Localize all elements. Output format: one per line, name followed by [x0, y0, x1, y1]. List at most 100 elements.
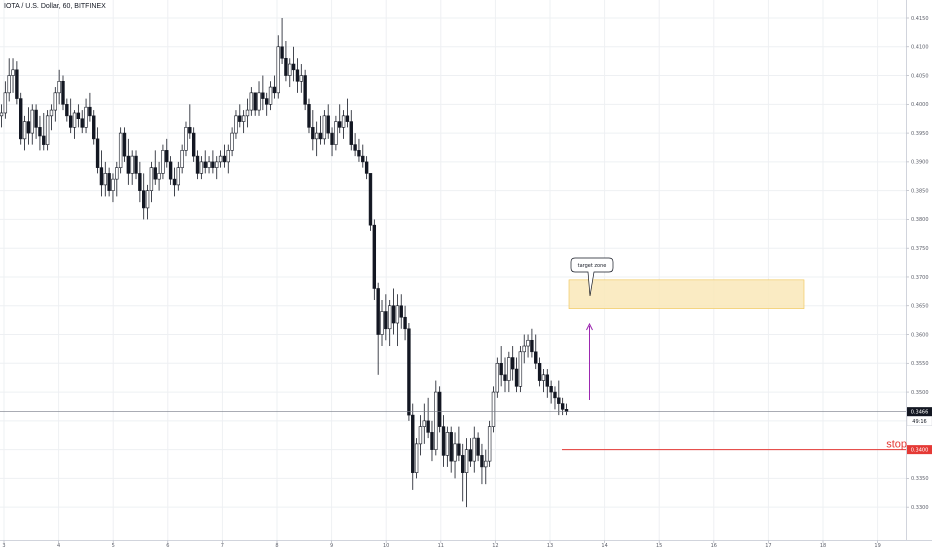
candle-body: [15, 69, 19, 99]
target-zone-callout: target zone: [570, 257, 614, 297]
candle-body: [118, 132, 123, 168]
candle-body: [399, 305, 403, 318]
candle-body: [495, 362, 500, 393]
candle-body: [241, 115, 246, 122]
candle-body: [226, 150, 230, 163]
candle-body: [168, 161, 173, 180]
last-price-label: 0.3466: [911, 409, 929, 415]
candle-body: [380, 311, 384, 335]
candle-body: [453, 443, 457, 462]
price-tick-label: 0.3800: [911, 217, 929, 223]
candle-body: [464, 449, 469, 473]
price-tick-label: 0.3900: [911, 160, 929, 166]
candle-body: [249, 92, 254, 111]
candle-body: [245, 109, 250, 117]
stop-price-tag: [907, 445, 932, 455]
time-tick-label: 13: [547, 543, 553, 549]
candle-body: [311, 127, 315, 140]
candle-body: [514, 368, 519, 387]
candle-body: [172, 178, 177, 186]
candle-body: [188, 127, 192, 134]
candle-body: [299, 75, 303, 82]
time-axis[interactable]: 3 4 5 6 7 8 9 10 11 12 13 14 15 16 17 18 19: [2, 540, 881, 550]
candle-body: [261, 92, 265, 99]
stop-price-label: 0.3400: [911, 447, 929, 453]
candle-body: [426, 420, 430, 433]
time-tick-label: 17: [765, 543, 771, 549]
candle-body: [265, 98, 269, 105]
candle-body: [537, 362, 542, 381]
candle-body: [276, 46, 280, 94]
candle-body: [534, 351, 538, 364]
last-price-tag: [907, 407, 932, 417]
candle-body: [560, 403, 565, 410]
price-axis-background: [906, 0, 932, 550]
candle-body: [522, 345, 526, 353]
time-tick-label: 8: [275, 543, 278, 549]
time-tick-label: 18: [820, 543, 826, 549]
candle-body: [238, 115, 242, 122]
price-tick-label: 0.3700: [911, 275, 929, 281]
price-tick-label: 0.3850: [911, 188, 929, 194]
candle-body: [26, 121, 31, 134]
stop-label: stop: [886, 439, 907, 451]
candle-body: [549, 386, 553, 393]
candle-body: [107, 173, 111, 191]
time-tick-label: 11: [438, 543, 444, 549]
price-tick-label: 0.3650: [911, 304, 929, 310]
candle-body: [545, 374, 549, 387]
projection-arrow-head: [586, 322, 593, 331]
candle-body: [272, 86, 277, 94]
candle-body: [65, 104, 69, 117]
candle-body: [57, 81, 61, 94]
drawings: target zone 0.3466 49:16 stop 0.3400: [0, 257, 932, 455]
candle-body: [45, 115, 50, 145]
candle-body: [215, 161, 219, 168]
candle-body: [526, 339, 530, 347]
price-tick-label: 0.3300: [911, 505, 929, 511]
candle-body: [314, 132, 319, 140]
candle-body: [222, 155, 227, 163]
candle-body: [487, 426, 492, 462]
candle-body: [564, 409, 569, 412]
candle-body: [445, 432, 450, 456]
candle-body: [407, 328, 411, 416]
time-tick-label: 5: [112, 543, 115, 549]
candle-body: [191, 132, 196, 157]
candle-body: [203, 161, 207, 168]
candle-body: [349, 121, 353, 145]
candle-body: [257, 92, 261, 111]
candle-body: [145, 190, 150, 209]
candle-body: [95, 138, 100, 168]
candle-body: [345, 115, 350, 122]
candle-body: [361, 155, 365, 163]
candle-body: [211, 161, 215, 168]
candle-body: [484, 460, 488, 468]
time-tick-label: 16: [711, 543, 717, 549]
candle-body: [391, 305, 396, 324]
time-tick-label: 4: [57, 543, 60, 549]
countdown-tag: [906, 416, 932, 426]
candle-body: [165, 150, 169, 163]
candle-body: [11, 69, 15, 76]
candle-body: [449, 432, 453, 462]
candle-body: [384, 311, 388, 330]
candle-body: [303, 75, 307, 105]
candle-body: [72, 112, 77, 128]
price-tick-label: 0.3550: [911, 361, 929, 367]
price-tick-label: 0.4100: [911, 45, 929, 51]
candle-body: [115, 167, 119, 180]
candle-body: [395, 305, 400, 324]
price-tick-label: 0.3950: [911, 131, 929, 137]
candles: [0, 18, 569, 508]
candle-body: [403, 316, 407, 330]
candle-body: [268, 86, 273, 105]
candle-body: [441, 426, 446, 456]
candle-body: [414, 443, 419, 473]
candle-body: [461, 455, 465, 473]
candle-body: [134, 155, 138, 174]
target-zone-box: [568, 279, 805, 309]
candle-body: [207, 161, 211, 168]
candle-body: [84, 106, 88, 128]
